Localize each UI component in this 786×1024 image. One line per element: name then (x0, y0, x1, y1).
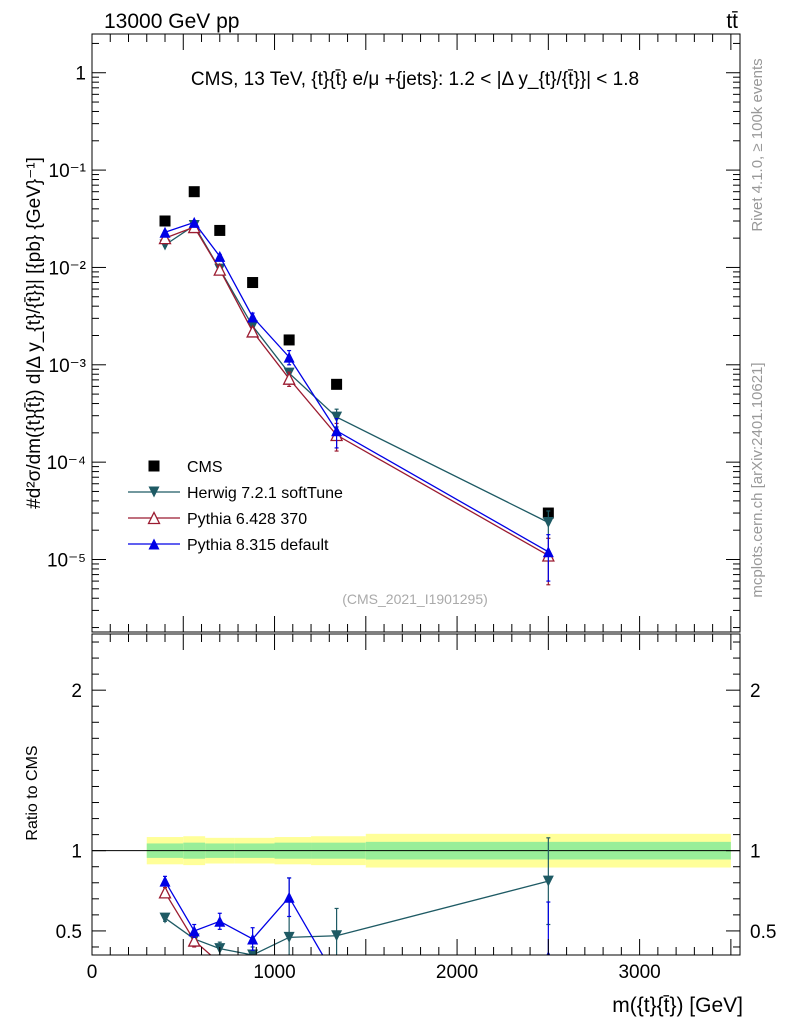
data-point (214, 224, 226, 236)
data-point (542, 516, 554, 528)
series-pythia-8-315-default (159, 216, 554, 582)
data-point (159, 215, 171, 227)
data-point (187, 933, 201, 947)
data-point (283, 891, 295, 903)
data-point (246, 324, 260, 338)
y-tick-label: 1 (75, 64, 86, 85)
data-point (331, 378, 343, 390)
data-point (247, 933, 259, 945)
ratio-ylabel: Ratio to CMS (24, 745, 41, 840)
data-point (331, 990, 342, 1001)
data-point (543, 990, 554, 1001)
data-point (213, 262, 227, 276)
ratio-frame (91, 633, 741, 956)
mcplots-note: mcplots.cern.ch [arXiv:2401.10621] (749, 362, 766, 597)
main-frame (91, 33, 741, 633)
data-point (214, 958, 225, 969)
x-tick-label: 2000 (436, 962, 478, 983)
data-point (542, 546, 554, 558)
data-point (159, 875, 171, 887)
legend-label: Herwig 7.2.1 softTune (187, 485, 343, 502)
main-axis-ticks: 1 10⁻¹ 10⁻² 10⁻³ 10⁻⁴ 10⁻⁵ (47, 34, 740, 632)
data-point (188, 925, 200, 937)
legend-label: Pythia 8.315 default (187, 537, 329, 554)
ratio-y-tick-label: 0.5 (56, 922, 82, 943)
header-left: 13000 GeV pp (104, 10, 239, 33)
series-pythia-6-428-370 (158, 220, 555, 586)
ratio-bands (92, 833, 740, 868)
data-point (247, 949, 259, 955)
ratio-axis-ticks: 0.5 0.5 1 1 2 2 0 1000 2000 3000 (56, 634, 776, 983)
y-tick-label: 10⁻⁴ (47, 453, 86, 474)
main-ylabel: #d²σ/dm({t}{t̄}) d|Δ y_{t}/{t̄}}| [{pb} … (24, 157, 45, 509)
x-tick-label: 1000 (253, 962, 295, 983)
rivet-note: Rivet 4.1.0, ≥ 100k events (749, 58, 766, 231)
data-point (214, 250, 226, 262)
legend-marker (148, 460, 160, 472)
y-tick-label: 10⁻² (49, 258, 87, 279)
y-tick-label: 10⁻⁵ (47, 550, 86, 571)
ratio-y-tick-label: 1 (750, 842, 761, 863)
x-tick-label: 0 (87, 962, 98, 983)
data-point (331, 930, 343, 942)
y-tick-label: 10⁻³ (49, 356, 87, 377)
main-series-layer (158, 186, 555, 586)
main-title: CMS, 13 TeV, {t}{t̄} e/μ +{jets}: 1.2 < … (191, 69, 639, 90)
legend-marker (148, 538, 160, 550)
ratio-y-tick-label: 0.5 (750, 922, 776, 943)
ratio-y-tick-label: 2 (750, 681, 761, 702)
x-tick-label: 3000 (618, 962, 660, 983)
legend-marker (148, 486, 160, 498)
data-point (331, 425, 343, 437)
data-point (283, 931, 295, 943)
data-point (159, 912, 171, 924)
data-point (159, 226, 171, 238)
ratio-y-tick-label: 2 (71, 681, 82, 702)
data-point (331, 411, 343, 423)
legend-label: Pythia 6.428 370 (187, 511, 307, 528)
main-watermark: (CMS_2021_I1901295) (342, 591, 488, 607)
series-pythia-6-428-370 (158, 885, 554, 1001)
data-point (214, 915, 226, 927)
y-tick-label: 10⁻¹ (49, 161, 87, 182)
series-herwig-7-2-1-softtune (159, 837, 554, 955)
data-point (542, 875, 554, 887)
data-point (158, 885, 172, 899)
data-point (247, 311, 259, 323)
data-point (284, 982, 295, 993)
legend-label: CMS (187, 459, 223, 476)
header-right: tt̄ (726, 10, 738, 33)
data-point (283, 351, 295, 363)
data-point (331, 974, 342, 985)
data-point (188, 216, 200, 228)
data-point (158, 231, 172, 245)
ratio-series-layer (158, 837, 554, 1001)
legend: CMS Herwig 7.2.1 softTune Pythia 6.428 370… (128, 459, 343, 554)
x-axis-label: m({t}{t̄}) [GeV] (612, 994, 743, 1017)
legend-marker (147, 511, 161, 525)
ratio-y-tick-label: 1 (71, 842, 82, 863)
data-point (188, 186, 200, 198)
data-point (247, 277, 259, 289)
data-point (282, 371, 296, 385)
series-pythia-8-315-default (159, 875, 551, 985)
series-line (164, 226, 549, 557)
data-point (283, 334, 295, 346)
